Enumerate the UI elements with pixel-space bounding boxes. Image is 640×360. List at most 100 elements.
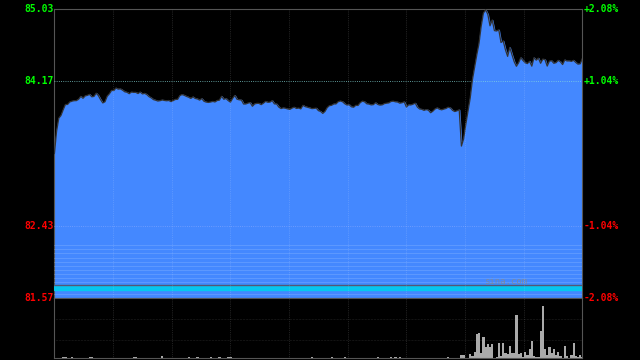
Bar bbox=[394, 357, 397, 358]
Bar bbox=[392, 357, 394, 358]
Bar bbox=[284, 357, 287, 358]
Bar bbox=[374, 357, 377, 358]
Bar bbox=[489, 347, 491, 358]
Bar bbox=[566, 356, 568, 358]
Bar bbox=[188, 357, 189, 358]
Bar bbox=[247, 357, 249, 358]
Bar bbox=[531, 341, 533, 358]
Bar bbox=[134, 357, 137, 358]
Bar bbox=[434, 357, 436, 358]
Text: -2.08%: -2.08% bbox=[584, 293, 619, 303]
Bar bbox=[541, 306, 544, 358]
Bar bbox=[64, 357, 67, 358]
Bar bbox=[476, 334, 478, 358]
Bar bbox=[54, 285, 582, 290]
Bar bbox=[509, 346, 511, 358]
Bar bbox=[324, 357, 326, 358]
Text: +2.08%: +2.08% bbox=[584, 4, 619, 14]
Bar bbox=[526, 355, 529, 358]
Bar bbox=[548, 347, 550, 358]
Bar bbox=[511, 353, 513, 358]
Bar bbox=[447, 357, 449, 358]
Bar bbox=[557, 352, 559, 358]
Bar bbox=[161, 356, 163, 358]
Bar bbox=[515, 315, 518, 358]
Bar bbox=[581, 357, 584, 358]
Bar bbox=[500, 356, 502, 358]
Bar bbox=[88, 357, 91, 358]
Bar bbox=[495, 357, 498, 358]
Bar bbox=[474, 352, 476, 358]
Bar bbox=[502, 343, 504, 358]
Bar bbox=[146, 357, 148, 358]
Bar bbox=[209, 357, 212, 358]
Bar bbox=[315, 357, 317, 358]
Bar bbox=[513, 353, 515, 358]
Bar bbox=[227, 357, 229, 358]
Bar bbox=[538, 357, 540, 358]
Bar bbox=[463, 355, 465, 358]
Bar bbox=[579, 355, 581, 358]
Bar bbox=[486, 343, 489, 358]
Bar bbox=[535, 357, 538, 358]
Bar bbox=[449, 357, 451, 358]
Bar bbox=[506, 354, 509, 358]
Bar bbox=[484, 347, 486, 358]
Bar bbox=[553, 349, 555, 358]
Bar bbox=[132, 357, 134, 358]
Bar bbox=[179, 357, 181, 358]
Bar bbox=[491, 344, 493, 358]
Bar bbox=[540, 331, 541, 358]
Bar bbox=[399, 357, 401, 358]
Bar bbox=[408, 357, 410, 358]
Bar bbox=[416, 357, 419, 358]
Bar bbox=[390, 357, 392, 358]
Bar bbox=[524, 352, 526, 358]
Text: 82.43: 82.43 bbox=[24, 221, 53, 231]
Bar bbox=[238, 357, 240, 358]
Text: 84.17: 84.17 bbox=[24, 76, 53, 86]
Bar bbox=[480, 352, 483, 358]
Bar bbox=[544, 349, 546, 358]
Bar bbox=[355, 357, 357, 358]
Bar bbox=[546, 355, 548, 358]
Bar bbox=[71, 357, 73, 358]
Text: sina.com: sina.com bbox=[484, 278, 527, 287]
Bar bbox=[344, 357, 346, 358]
Bar bbox=[377, 357, 379, 358]
Bar bbox=[460, 355, 463, 358]
Bar bbox=[575, 356, 577, 358]
Bar bbox=[469, 354, 471, 358]
Bar bbox=[214, 357, 216, 358]
Bar bbox=[550, 353, 553, 358]
Bar bbox=[106, 357, 108, 358]
Bar bbox=[467, 357, 469, 358]
Bar bbox=[330, 357, 333, 358]
Bar bbox=[573, 343, 575, 358]
Bar bbox=[229, 357, 232, 358]
Text: +1.04%: +1.04% bbox=[584, 76, 619, 86]
Text: 81.57: 81.57 bbox=[24, 293, 53, 303]
Bar bbox=[128, 357, 131, 358]
Bar bbox=[570, 355, 573, 358]
Bar bbox=[359, 357, 362, 358]
Bar bbox=[310, 357, 313, 358]
Text: 85.03: 85.03 bbox=[24, 4, 53, 14]
Bar bbox=[522, 357, 524, 358]
Bar bbox=[471, 356, 474, 358]
Bar bbox=[218, 357, 221, 358]
Bar bbox=[478, 333, 480, 358]
Bar bbox=[342, 357, 344, 358]
Bar bbox=[518, 354, 520, 358]
Bar bbox=[483, 337, 484, 358]
Bar bbox=[533, 356, 535, 358]
Bar bbox=[504, 353, 506, 358]
Bar bbox=[196, 357, 198, 358]
Bar bbox=[82, 357, 84, 358]
Bar bbox=[561, 357, 564, 358]
Bar bbox=[62, 357, 64, 358]
Text: -1.04%: -1.04% bbox=[584, 221, 619, 231]
Bar bbox=[498, 343, 500, 358]
Bar bbox=[529, 350, 531, 358]
Bar bbox=[559, 356, 561, 358]
